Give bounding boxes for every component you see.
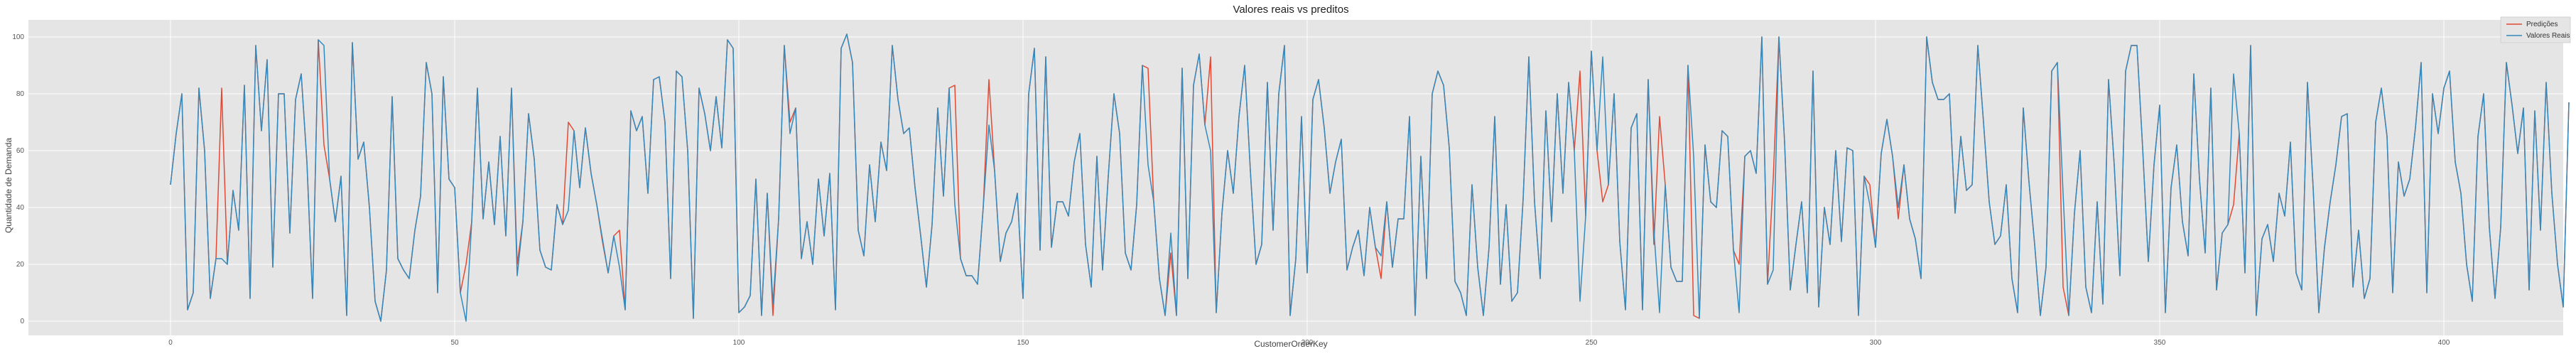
y-tick-label: 0: [20, 318, 24, 325]
y-axis-label: Quantidade de Demanda: [4, 138, 13, 233]
x-axis-ticks: 0 50 100 150 200 250 300 350 400: [168, 339, 2450, 347]
y-tick-label: 60: [16, 147, 25, 155]
x-tick-label: 400: [2438, 339, 2450, 347]
y-tick-label: 100: [12, 33, 24, 41]
x-tick-label: 150: [1017, 339, 1029, 347]
legend-label-valores-reais: Valores Reais: [2526, 32, 2570, 40]
x-tick-label: 0: [168, 339, 173, 347]
plot-area: [28, 20, 2563, 335]
y-tick-label: 40: [16, 204, 25, 212]
x-tick-label: 50: [450, 339, 459, 347]
chart-title: Valores reais vs preditos: [1233, 4, 1348, 16]
x-tick-label: 350: [2154, 339, 2166, 347]
y-tick-label: 20: [16, 261, 25, 269]
x-tick-label: 100: [733, 339, 745, 347]
series-lines: [170, 33, 2570, 322]
legend: Predições Valores Reais: [2500, 16, 2571, 43]
x-tick-label: 200: [1301, 339, 1314, 347]
y-axis-ticks: 0 20 40 60 80 100: [12, 33, 24, 325]
legend-label-predicoes: Predições: [2526, 21, 2558, 28]
x-tick-label: 300: [1870, 339, 1882, 347]
legend-box: [2500, 16, 2571, 43]
x-tick-label: 250: [1586, 339, 1598, 347]
x-axis-label: CustomerOrderKey: [1254, 339, 1327, 349]
series-line-valores-reais: [170, 33, 2570, 322]
grid-lines: [28, 20, 2563, 335]
y-tick-label: 80: [16, 90, 25, 98]
